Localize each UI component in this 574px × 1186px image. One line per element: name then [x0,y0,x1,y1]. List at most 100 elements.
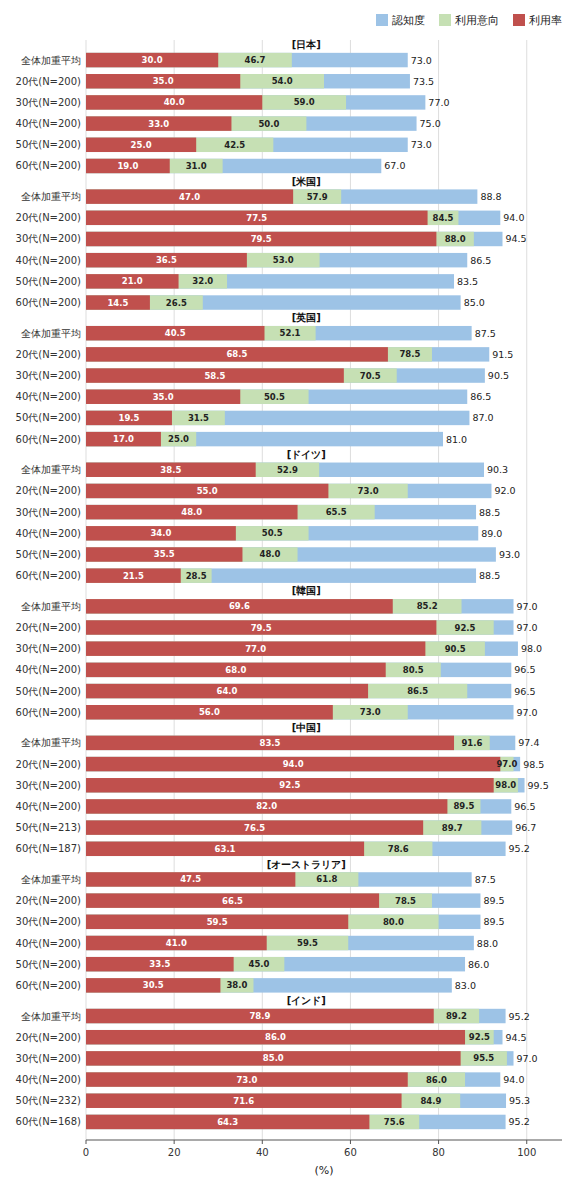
section-header: [韓国] [292,585,321,596]
data-label: 84.5 [433,213,454,223]
data-label: 75.0 [420,118,441,129]
section-header: [中国] [292,722,321,733]
data-label: 64.0 [217,686,238,696]
bar [86,253,467,267]
bar [86,95,425,109]
bar [86,74,324,88]
data-label: 78.5 [399,349,420,359]
bar [86,347,388,361]
bar [86,526,236,540]
bar [86,463,484,477]
bar [86,116,306,130]
x-axis-label: (%) [314,1164,333,1177]
data-label: 86.0 [265,1032,286,1042]
data-label: 33.5 [149,959,170,969]
data-label: 85.0 [263,1053,284,1063]
y-tick-label: 40代(N=200) [16,528,82,539]
data-label: 48.0 [260,549,281,559]
legend: 認知度利用意向利用率 [376,14,562,26]
bar [86,641,518,655]
data-label: 96.5 [514,664,535,675]
data-label: 79.5 [251,234,272,244]
legend-swatch [376,14,388,26]
grid-line [350,40,351,1140]
bar [86,74,410,88]
data-label: 73.0 [411,139,432,150]
legend-item: 利用率 [513,14,562,26]
data-label: 35.0 [153,392,174,402]
y-tick-label: 40代(N=200) [16,391,82,402]
data-label: 77.0 [245,644,266,654]
y-tick-label: 30代(N=200) [16,1053,82,1064]
data-label: 87.0 [472,412,493,423]
data-label: 88.0 [445,234,466,244]
bar [86,599,462,613]
data-label: 50.0 [258,119,279,129]
x-tick-label: 20 [168,1147,181,1158]
y-tick-label: 50代(N=232) [16,1095,82,1106]
x-tick-label: 80 [432,1147,445,1158]
data-label: 67.0 [384,160,405,171]
data-label: 90.5 [445,644,466,654]
y-tick-label: 全体加重平均 [21,1011,81,1022]
data-label: 55.0 [197,486,218,496]
data-label: 84.9 [420,1096,441,1106]
data-label: 53.0 [273,255,294,265]
bar [86,842,364,856]
bar [86,211,458,225]
section-header: [ドイツ] [287,449,326,460]
y-tick-label: 30代(N=200) [16,507,82,518]
bar [86,872,358,886]
data-label: 32.0 [192,276,213,286]
x-tick [86,1140,87,1144]
y-tick-label: 30代(N=200) [16,370,82,381]
bar [86,274,227,288]
bar [86,232,436,246]
bar [86,568,181,582]
bar [86,978,452,992]
data-label: 95.5 [473,1053,494,1063]
y-tick-label: 40代(N=200) [16,1074,82,1085]
data-label: 92.5 [279,780,300,790]
bar [86,705,333,719]
y-tick-label: 60代(N=200) [16,434,82,445]
bar [86,663,441,677]
bar [86,138,196,152]
legend-label: 利用意向 [455,14,499,26]
y-tick-label: 40代(N=200) [16,118,82,129]
bar [86,820,512,834]
y-tick-label: 50代(N=200) [16,412,82,423]
data-label: 97.0 [517,622,538,633]
plot-area [86,40,562,1140]
data-label: 31.5 [188,413,209,423]
bar [86,820,481,834]
bar [86,757,520,771]
y-tick-label: 50代(N=213) [16,822,82,833]
x-tick [262,1140,263,1144]
bar [86,936,474,950]
bar [86,432,443,446]
bar [86,1072,500,1086]
data-label: 38.5 [160,465,181,475]
bar [86,484,328,498]
data-label: 89.7 [442,823,463,833]
y-tick-label: 60代(N=200) [16,297,82,308]
bar [86,568,476,582]
y-tick-label: 50代(N=200) [16,686,82,697]
data-label: 48.0 [181,507,202,517]
data-label: 25.0 [168,434,189,444]
data-label: 98.0 [495,780,516,790]
bar [86,620,494,634]
y-tick-label: 60代(N=168) [16,1116,82,1127]
bar [86,778,494,792]
data-label: 98.0 [521,643,542,654]
data-label: 94.0 [503,212,524,223]
data-label: 94.0 [503,1074,524,1085]
bar [86,253,320,267]
bar [86,1115,369,1129]
bar [86,53,292,67]
bar [86,1030,494,1044]
data-label: 25.0 [131,140,152,150]
data-label: 85.0 [464,297,485,308]
data-label: 17.0 [113,434,134,444]
